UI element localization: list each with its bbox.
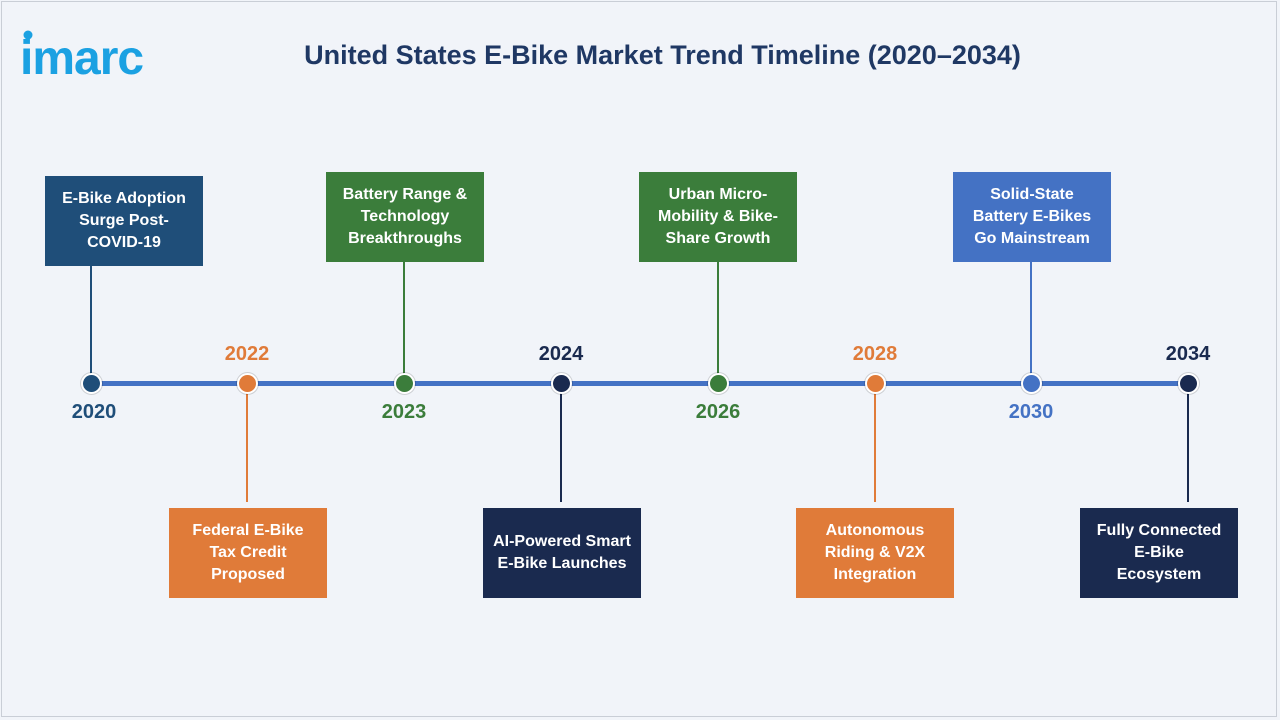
milestone-year-2022: 2022: [224, 343, 270, 365]
milestone-marker-2020: [80, 372, 102, 394]
milestone-marker-2022: [236, 372, 258, 394]
milestone-event-label: Urban Micro-Mobility & Bike-Share Growth: [657, 186, 778, 247]
milestone-year-2030: 2030: [1008, 401, 1054, 423]
milestone-event-label: E-Bike Adoption Surge Post-COVID-19: [62, 190, 186, 251]
logo-wordmark: imarc: [20, 30, 144, 82]
milestone-marker-2030: [1020, 372, 1042, 394]
milestone-year-2028: 2028: [852, 343, 898, 365]
milestone-connector: [246, 383, 248, 502]
milestone-box-2026: Urban Micro-Mobility & Bike-Share Growth: [639, 172, 797, 262]
milestone-marker-2034: [1177, 372, 1199, 394]
timeline-axis: [90, 381, 1190, 386]
milestone-marker-2024: [550, 372, 572, 394]
milestone-box-2020: E-Bike Adoption Surge Post-COVID-19: [45, 176, 203, 266]
milestone-marker-2026: [707, 372, 729, 394]
milestone-year-2034: 2034: [1165, 343, 1211, 365]
milestone-event-label: Autonomous Riding & V2X Integration: [824, 522, 926, 583]
milestone-connector: [403, 262, 405, 383]
imarc-logo: imarc: [20, 26, 200, 82]
milestone-event-label: Solid-State Battery E-Bikes Go Mainstrea…: [972, 186, 1092, 247]
milestone-box-2028: Autonomous Riding & V2X Integration: [796, 508, 954, 598]
milestone-year-2020: 2020: [71, 401, 117, 423]
milestone-connector: [1030, 262, 1032, 383]
milestone-box-2023: Battery Range & Technology Breakthroughs: [326, 172, 484, 262]
milestone-connector: [717, 262, 719, 383]
milestone-box-2022: Federal E-Bike Tax Credit Proposed: [169, 508, 327, 598]
milestone-event-label: Fully Connected E-Bike Ecosystem: [1096, 522, 1222, 583]
milestone-box-2030: Solid-State Battery E-Bikes Go Mainstrea…: [953, 172, 1111, 262]
milestone-connector: [560, 383, 562, 502]
milestone-year-2026: 2026: [695, 401, 741, 423]
milestone-connector: [90, 266, 92, 383]
milestone-event-label: Federal E-Bike Tax Credit Proposed: [192, 522, 304, 583]
milestone-connector: [1187, 383, 1189, 502]
milestone-year-2024: 2024: [538, 343, 584, 365]
milestone-marker-2028: [864, 372, 886, 394]
milestone-year-2023: 2023: [381, 401, 427, 423]
milestone-marker-2023: [393, 372, 415, 394]
milestone-connector: [874, 383, 876, 502]
svg-text:imarc: imarc: [20, 32, 143, 82]
milestone-box-2034: Fully Connected E-Bike Ecosystem: [1080, 508, 1238, 598]
milestone-event-label: AI-Powered Smart E-Bike Launches: [493, 533, 631, 572]
milestone-box-2024: AI-Powered Smart E-Bike Launches: [483, 508, 641, 598]
milestone-event-label: Battery Range & Technology Breakthroughs: [342, 186, 468, 247]
page-title: United States E-Bike Market Trend Timeli…: [304, 40, 1021, 70]
